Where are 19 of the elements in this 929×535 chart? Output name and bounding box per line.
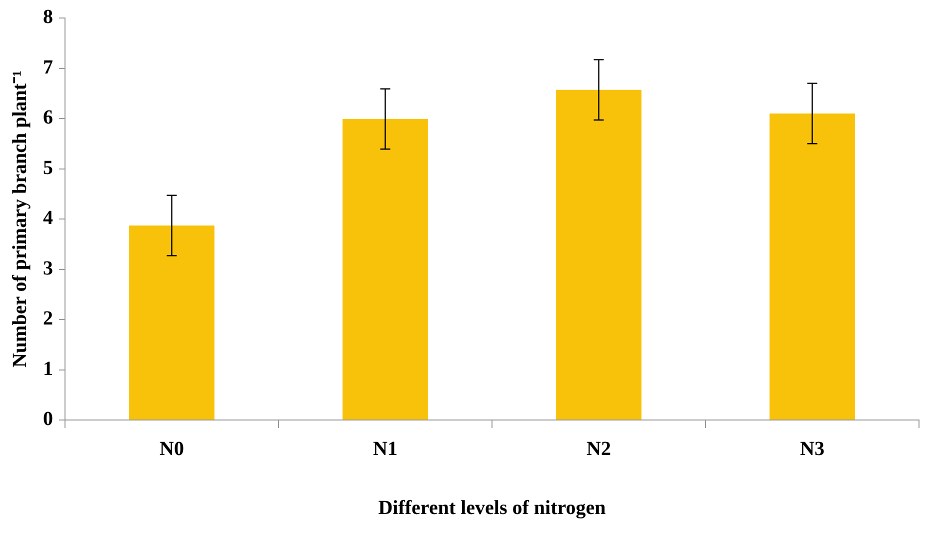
x-tick-label: N0 [160,438,184,460]
y-tick-label: 5 [43,156,53,179]
x-tick-label: N1 [373,438,398,460]
y-tick-label: 4 [43,207,53,230]
x-tick-label: N2 [586,438,611,460]
y-tick-label: 6 [43,106,53,129]
y-tick-label: 1 [43,358,53,380]
y-tick-label: 2 [43,308,53,330]
y-tick-label: 0 [43,408,53,430]
bar [770,113,855,420]
y-tick-label: 7 [43,56,53,78]
y-tick-label: 3 [43,257,53,280]
y-axis-title: Number of primary branch plant⁻¹ [9,70,32,368]
bar [342,119,428,420]
y-tick-label: 8 [43,6,53,28]
x-tick-label: N3 [800,438,824,460]
bar [129,226,214,420]
x-axis-title: Different levels of nitrogen [378,497,606,520]
bar [556,90,642,420]
